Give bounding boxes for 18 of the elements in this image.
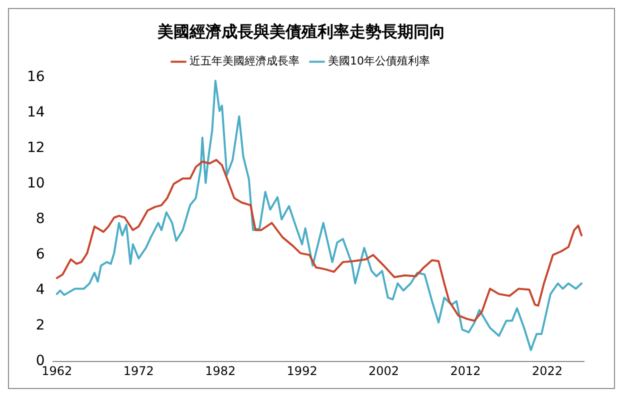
legend-label: 美國10年公債殖利率 [328, 54, 430, 68]
legend-label: 近五年美國經濟成長率 [190, 54, 300, 68]
y-tick-label: 10 [26, 175, 45, 192]
x-tick-label: 1972 [123, 364, 154, 378]
x-tick-label: 1962 [42, 364, 72, 378]
x-tick-label: 1982 [205, 364, 236, 378]
x-tick-label: 2002 [368, 364, 400, 378]
x-tick-label: 2022 [532, 364, 562, 378]
y-tick-label: 16 [26, 68, 45, 85]
y-tick-label: 8 [36, 211, 45, 228]
y-tick-label: 2 [36, 318, 45, 334]
y-tick-label: 4 [36, 282, 45, 298]
y-tick-label: 6 [36, 246, 45, 263]
x-tick-label: 2012 [450, 364, 481, 378]
y-tick-label: 12 [26, 140, 45, 156]
chart-title: 美國經濟成長與美債殖利率走勢長期同向 [156, 22, 446, 41]
x-tick-label: 1992 [286, 364, 318, 378]
y-tick-label: 14 [26, 104, 45, 120]
